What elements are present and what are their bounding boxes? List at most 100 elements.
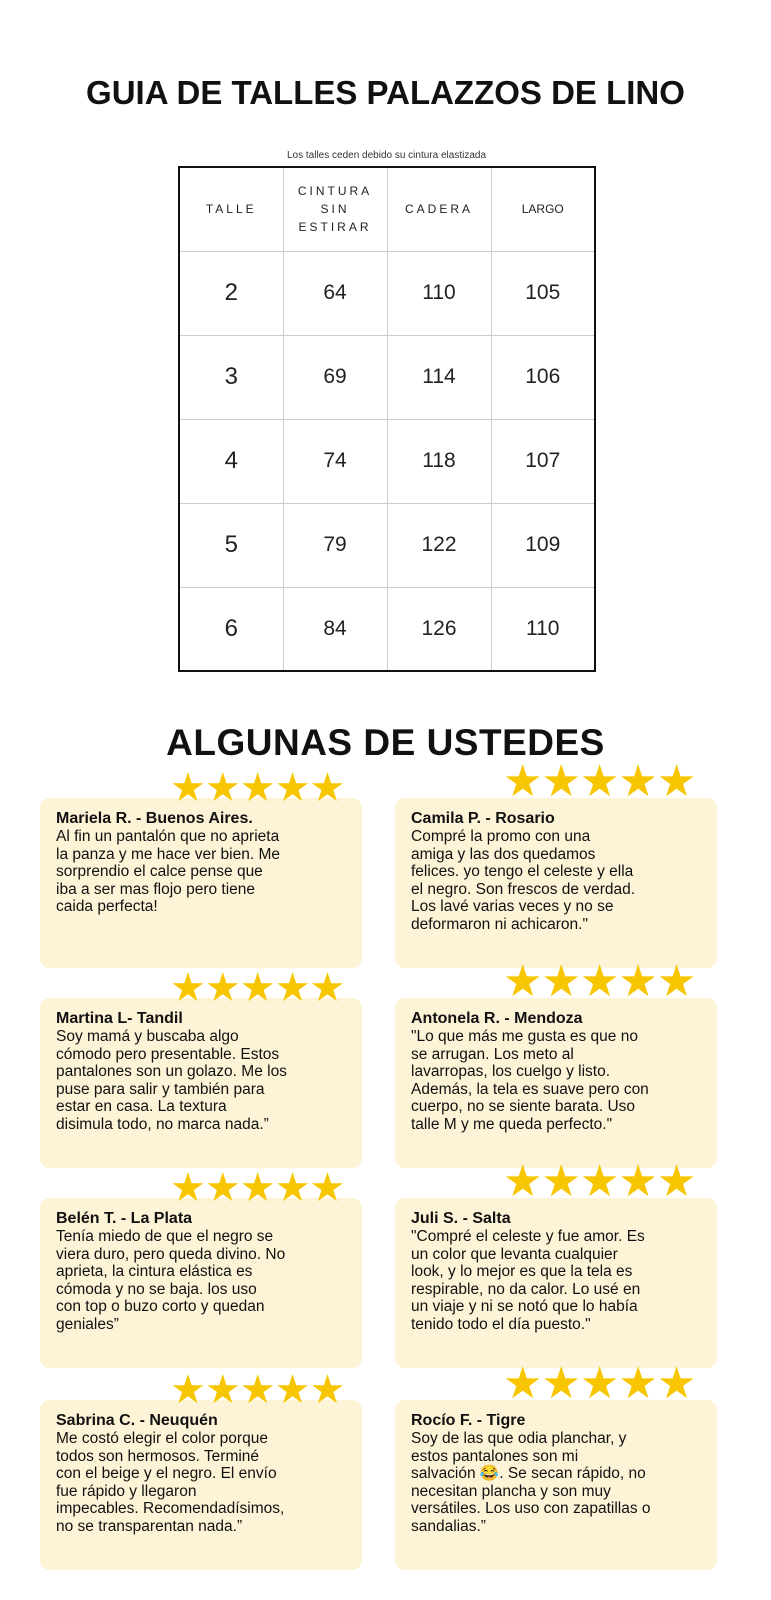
table-cell: 64 xyxy=(282,250,388,336)
table-row: 5 79 122 109 xyxy=(178,502,596,588)
star-icon: ★ xyxy=(541,1359,580,1408)
header-talle: TALLE xyxy=(178,166,284,252)
star-rating: ★★★★★ xyxy=(503,1362,696,1406)
star-icon: ★ xyxy=(503,957,542,1006)
star-icon: ★ xyxy=(274,1166,311,1210)
review-card xyxy=(395,1400,717,1570)
table-row: 6 84 126 110 xyxy=(178,586,596,672)
star-rating: ★★★★★ xyxy=(503,760,696,804)
table-header-row: TALLE CINTURA SIN ESTIRAR CADERA LARGO xyxy=(178,166,596,252)
star-icon: ★ xyxy=(309,966,345,1010)
review-text: Compré la promo con una amiga y las dos … xyxy=(411,828,636,933)
review-text: "Compré el celeste y fue amor. Es un col… xyxy=(411,1228,645,1333)
star-icon: ★ xyxy=(541,757,580,806)
review-card xyxy=(40,1198,362,1368)
review-card xyxy=(40,798,362,968)
star-icon: ★ xyxy=(274,766,311,810)
header-cadera: CADERA xyxy=(386,166,492,252)
header-largo: LARGO xyxy=(490,166,596,252)
table-cell: 6 xyxy=(178,586,284,672)
star-rating: ★★★★★ xyxy=(170,1166,345,1210)
reviewer-name: Sabrina C. - Neuquén xyxy=(56,1412,218,1429)
star-icon: ★ xyxy=(656,957,696,1006)
review-text: Al fin un pantalón que no aprieta la pan… xyxy=(56,828,281,915)
star-icon: ★ xyxy=(541,1157,580,1206)
table-cell: 79 xyxy=(282,502,388,588)
table-cell: 5 xyxy=(178,502,284,588)
star-icon: ★ xyxy=(309,1368,345,1412)
star-icon: ★ xyxy=(170,1166,206,1210)
star-icon: ★ xyxy=(618,757,657,806)
star-icon: ★ xyxy=(309,1166,345,1210)
star-icon: ★ xyxy=(204,1166,241,1210)
reviewer-name: Mariela R. - Buenos Aires. xyxy=(56,810,253,827)
star-icon: ★ xyxy=(579,757,619,806)
star-icon: ★ xyxy=(579,1359,619,1408)
table-cell: 107 xyxy=(490,418,596,504)
table-row: 3 69 114 106 xyxy=(178,334,596,420)
star-icon: ★ xyxy=(579,1157,619,1206)
star-icon: ★ xyxy=(274,1368,311,1412)
table-cell: 114 xyxy=(386,334,492,420)
star-icon: ★ xyxy=(618,957,657,1006)
table-note: Los talles ceden debido su cintura elast… xyxy=(286,150,487,161)
reviews-title: ALGUNAS DE USTEDES xyxy=(166,722,605,763)
star-icon: ★ xyxy=(618,1359,657,1408)
table-cell: 118 xyxy=(386,418,492,504)
table-row: 4 74 118 107 xyxy=(178,418,596,504)
star-rating: ★★★★★ xyxy=(170,766,345,810)
star-icon: ★ xyxy=(170,766,206,810)
table-cell: 3 xyxy=(178,334,284,420)
table-cell: 122 xyxy=(386,502,492,588)
review-card xyxy=(395,798,717,968)
star-icon: ★ xyxy=(656,1359,696,1408)
reviewer-name: Juli S. - Salta xyxy=(411,1210,511,1227)
star-rating: ★★★★★ xyxy=(170,966,345,1010)
table-cell: 84 xyxy=(282,586,388,672)
page-title: GUIA DE TALLES PALAZZOS DE LINO xyxy=(86,74,685,111)
star-icon: ★ xyxy=(239,966,276,1010)
header-cintura: CINTURA SIN ESTIRAR xyxy=(282,166,388,252)
reviewer-name: Camila P. - Rosario xyxy=(411,810,555,827)
table-cell: 110 xyxy=(386,250,492,336)
star-rating: ★★★★★ xyxy=(503,1160,696,1204)
star-icon: ★ xyxy=(503,1157,542,1206)
table-row: 2 64 110 105 xyxy=(178,250,596,336)
table-cell: 109 xyxy=(490,502,596,588)
star-icon: ★ xyxy=(239,1166,276,1210)
review-text: "Lo que más me gusta es que no se arruga… xyxy=(411,1028,649,1133)
review-text: Soy de las que odia planchar, y estos pa… xyxy=(411,1430,651,1535)
star-icon: ★ xyxy=(239,1368,276,1412)
star-rating: ★★★★★ xyxy=(503,960,696,1004)
table-cell: 69 xyxy=(282,334,388,420)
review-text: Me costó elegir el color porque todos so… xyxy=(56,1430,285,1535)
star-icon: ★ xyxy=(503,757,542,806)
reviewer-name: Rocío F. - Tigre xyxy=(411,1412,526,1429)
star-icon: ★ xyxy=(204,766,241,810)
size-table: TALLE CINTURA SIN ESTIRAR CADERA LARGO 2… xyxy=(178,166,596,672)
star-icon: ★ xyxy=(618,1157,657,1206)
star-rating: ★★★★★ xyxy=(170,1368,345,1412)
star-icon: ★ xyxy=(541,957,580,1006)
star-icon: ★ xyxy=(579,957,619,1006)
review-card xyxy=(40,1400,362,1570)
table-cell: 4 xyxy=(178,418,284,504)
star-icon: ★ xyxy=(503,1359,542,1408)
reviewer-name: Martina L- Tandil xyxy=(56,1010,183,1027)
review-text: Tenía miedo de que el negro se viera dur… xyxy=(56,1228,286,1333)
table-cell: 110 xyxy=(490,586,596,672)
star-icon: ★ xyxy=(656,757,696,806)
star-icon: ★ xyxy=(274,966,311,1010)
reviewer-name: Antonela R. - Mendoza xyxy=(411,1010,583,1027)
table-cell: 126 xyxy=(386,586,492,672)
star-icon: ★ xyxy=(239,766,276,810)
review-card xyxy=(40,998,362,1168)
table-cell: 2 xyxy=(178,250,284,336)
table-cell: 105 xyxy=(490,250,596,336)
reviewer-name: Belén T. - La Plata xyxy=(56,1210,193,1227)
star-icon: ★ xyxy=(309,766,345,810)
review-text: Soy mamá y buscaba algo cómodo pero pres… xyxy=(56,1028,287,1133)
star-icon: ★ xyxy=(170,1368,206,1412)
star-icon: ★ xyxy=(204,966,241,1010)
review-card xyxy=(395,1198,717,1368)
